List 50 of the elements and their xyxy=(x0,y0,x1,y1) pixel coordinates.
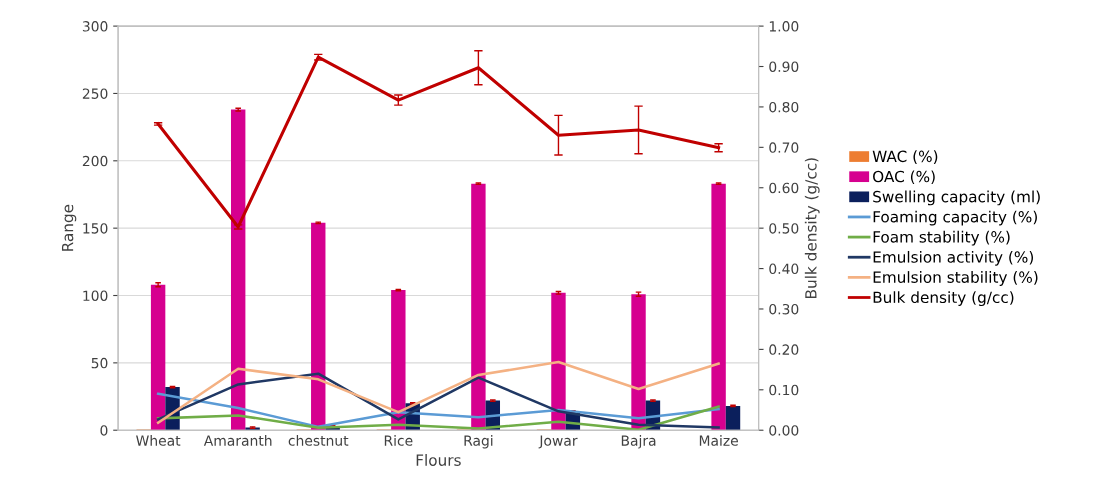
y2-tick-label: 0.80 xyxy=(769,101,799,113)
y-tick-label: 200 xyxy=(82,155,108,167)
x-tick-label: Wheat xyxy=(136,435,181,446)
bar xyxy=(471,183,486,431)
y-tick-label: 250 xyxy=(82,88,108,99)
legend-label: Emulsion stability (%) xyxy=(873,271,1038,286)
legend-label: OAC (%) xyxy=(873,170,935,185)
legend-label: Foam stability (%) xyxy=(873,230,1010,246)
y2-tick-label: 0.50 xyxy=(769,223,799,234)
x-tick-label: Maize xyxy=(699,435,738,446)
line-series xyxy=(156,392,720,429)
legend-label: Bulk density (g/cc) xyxy=(873,291,1014,307)
line-series xyxy=(156,405,720,431)
y2-tick-label: 0.00 xyxy=(769,425,799,436)
y-axis-title: Range xyxy=(61,204,77,251)
x-tick-label: Ragi xyxy=(464,435,493,449)
y-tick-label: 150 xyxy=(83,223,108,234)
x-axis-title: Flours xyxy=(416,454,461,466)
y2-tick-label: 0.20 xyxy=(769,344,799,355)
y2-tick-label: 0.40 xyxy=(769,263,799,275)
y-tick-label: 300 xyxy=(82,21,108,32)
y-tick-label: 0 xyxy=(100,425,108,436)
legend-label: WAC (%) xyxy=(872,150,938,164)
legend-label: Emulsion activity (%) xyxy=(873,250,1034,266)
y2-tick-label: 0.10 xyxy=(769,384,799,396)
bar xyxy=(391,290,406,431)
legend-label: Foaming capacity (%) xyxy=(873,210,1037,226)
y-tick-label: 50 xyxy=(91,357,108,369)
x-tick-label: Bajra xyxy=(621,435,656,449)
line-series xyxy=(156,360,720,424)
y2-tick-label: 0.30 xyxy=(769,303,799,315)
bar xyxy=(150,284,166,431)
x-tick-label: Amaranth xyxy=(203,435,272,446)
x-tick-label: chestnut xyxy=(288,435,349,446)
y2-tick-label: 0.70 xyxy=(769,142,799,153)
bar xyxy=(311,222,326,431)
x-tick-label: Jowar xyxy=(538,435,578,449)
line-series xyxy=(156,372,720,429)
y2-tick-label: 1.00 xyxy=(769,21,799,32)
bar xyxy=(230,109,246,431)
bar xyxy=(711,183,726,431)
bar xyxy=(725,405,741,431)
y2-tick-label: 0.90 xyxy=(769,61,799,72)
bar xyxy=(551,292,566,431)
y-tick-label: 100 xyxy=(83,290,108,301)
y2-axis-title: Bulk density (g/cc) xyxy=(804,158,820,298)
x-tick-label: Rice xyxy=(384,435,413,446)
legend-label: Swelling capacity (ml) xyxy=(873,190,1040,206)
y2-tick-label: 0.60 xyxy=(769,182,799,194)
bar xyxy=(631,294,646,431)
